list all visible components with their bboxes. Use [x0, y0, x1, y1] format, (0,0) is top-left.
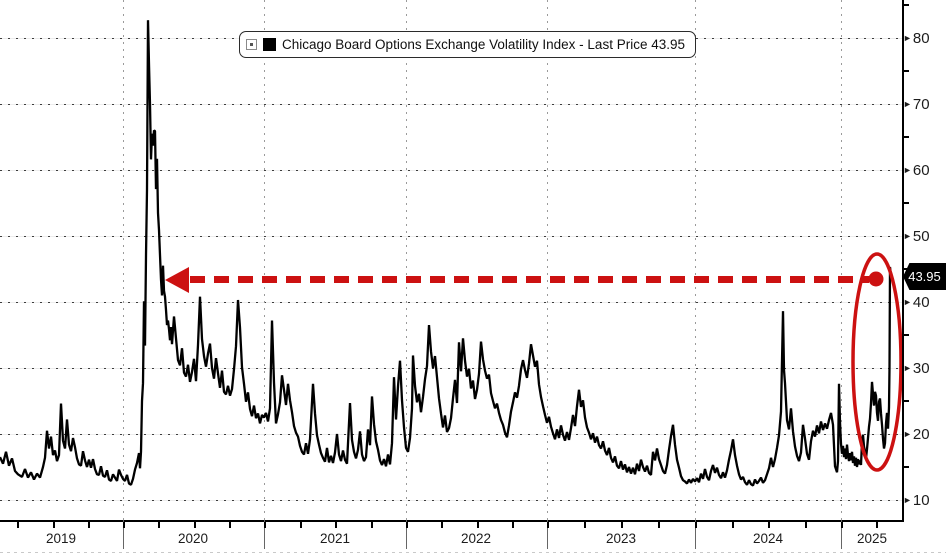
x-minor-tick: [264, 522, 266, 528]
legend-box: Chicago Board Options Exchange Volatilit…: [239, 31, 696, 58]
y-gridline: [0, 500, 902, 501]
tick-arrow-icon: ►: [903, 362, 912, 373]
year-divider: [406, 520, 407, 549]
x-minor-tick: [335, 522, 337, 528]
x-minor-tick: [370, 522, 373, 528]
tick-arrow-icon: ►: [903, 494, 912, 505]
year-divider: [547, 520, 548, 549]
tick-value: 60: [912, 161, 930, 179]
tick-arrow-icon: ►: [903, 428, 912, 439]
year-gridline: [841, 0, 842, 520]
x-year-label: 2022: [460, 531, 492, 546]
tick-arrow-icon: ►: [903, 32, 912, 43]
y-minor-tick: [904, 400, 909, 402]
y-tick-label: ► 70: [903, 95, 930, 113]
y-minor-tick: [904, 136, 909, 138]
x-minor-tick: [876, 522, 879, 528]
y-minor-tick: [904, 70, 909, 72]
y-tick-label: ► 10: [903, 491, 930, 509]
y-tick-label: ► 40: [903, 293, 930, 311]
tick-arrow-icon: ►: [903, 164, 912, 175]
x-minor-tick: [768, 522, 770, 528]
x-minor-tick: [841, 522, 843, 528]
x-minor-tick: [584, 522, 586, 528]
y-tick-label: ► 50: [903, 227, 930, 245]
vix-series-line: [0, 20, 893, 487]
x-minor-tick: [87, 522, 90, 528]
y-minor-tick: [904, 466, 909, 468]
year-divider: [841, 520, 842, 549]
x-minor-tick: [123, 522, 125, 528]
tick-value: 10: [912, 491, 930, 509]
series-swatch-icon: [263, 38, 276, 51]
x-year-label: 2020: [177, 531, 209, 546]
x-minor-tick: [158, 522, 161, 528]
y-tick-label: ► 20: [903, 425, 930, 443]
x-minor-tick: [228, 522, 231, 528]
x-minor-tick: [476, 522, 479, 528]
x-minor-tick: [804, 522, 807, 528]
y-gridline: [0, 170, 902, 171]
y-minor-tick: [904, 334, 909, 336]
tick-value: 20: [912, 425, 930, 443]
legend-label: Chicago Board Options Exchange Volatilit…: [282, 37, 685, 52]
x-year-label: 2019: [45, 531, 77, 546]
x-axis-line: [0, 520, 904, 522]
x-year-label: 2021: [319, 531, 351, 546]
y-tick-label: ► 80: [903, 29, 930, 47]
x-year-label: 2024: [752, 531, 784, 546]
tick-value: 80: [912, 29, 930, 47]
y-gridline: [0, 104, 902, 105]
x-year-label: 2025: [856, 531, 888, 546]
x-year-label: 2023: [605, 531, 637, 546]
x-minor-tick: [621, 522, 623, 528]
y-gridline: [0, 434, 902, 435]
y-gridline: [0, 368, 902, 369]
arrowhead-icon: [165, 267, 189, 293]
x-minor-tick: [17, 522, 20, 528]
tick-value: 30: [912, 359, 930, 377]
year-gridline: [547, 0, 548, 520]
tick-value: 50: [912, 227, 930, 245]
y-tick-label: ► 30: [903, 359, 930, 377]
y-minor-tick: [904, 268, 909, 270]
year-divider: [695, 520, 696, 549]
x-minor-tick: [547, 522, 549, 528]
y-axis-line: [902, 0, 904, 522]
y-tick-label: ► 60: [903, 161, 930, 179]
last-price-tag: 43.95: [903, 263, 946, 290]
x-minor-tick: [299, 522, 302, 528]
x-minor-tick: [658, 522, 660, 528]
highlight-ellipse-annotation: [851, 252, 903, 472]
x-minor-tick: [193, 522, 196, 528]
y-minor-tick: [904, 4, 909, 6]
y-minor-tick: [904, 202, 909, 204]
tick-arrow-icon: ►: [903, 230, 912, 241]
year-gridline: [406, 0, 407, 520]
tick-value: 40: [912, 293, 930, 311]
year-divider: [123, 520, 124, 549]
x-minor-tick: [441, 522, 444, 528]
tick-arrow-icon: ►: [903, 296, 912, 307]
y-gridline: [0, 302, 902, 303]
bottom-dotted-line: [0, 552, 946, 553]
arrow-origin-dot-icon: [868, 271, 884, 287]
tick-arrow-icon: ►: [903, 98, 912, 109]
year-gridline: [264, 0, 265, 520]
year-gridline: [123, 0, 124, 520]
x-minor-tick: [695, 522, 697, 528]
tick-value: 70: [912, 95, 930, 113]
legend-expand-toggle-icon[interactable]: [246, 39, 257, 50]
x-minor-tick: [406, 522, 408, 528]
year-gridline: [695, 0, 696, 520]
year-divider: [264, 520, 265, 549]
y-gridline: [0, 236, 902, 237]
x-minor-tick: [52, 522, 55, 528]
x-minor-tick: [511, 522, 514, 528]
x-minor-tick: [731, 522, 734, 528]
